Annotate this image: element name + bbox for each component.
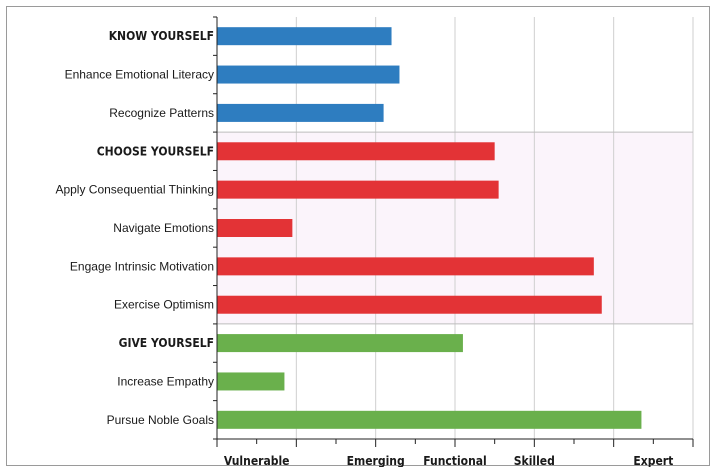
category-label: Enhance Emotional Literacy: [65, 68, 214, 82]
bar: [217, 27, 392, 46]
x-tick-labels: Vulnerable Emerging Functional Skilled Exper…: [224, 454, 673, 467]
bar: [217, 295, 602, 314]
bar: [217, 142, 495, 161]
category-label: Increase Empathy: [117, 374, 214, 388]
group-label: GIVE YOURSELF: [119, 336, 214, 350]
bar: [217, 372, 285, 391]
axes: [213, 16, 694, 447]
bar: [217, 219, 293, 237]
group-label: CHOOSE YOURSELF: [97, 144, 214, 158]
category-labels: KNOW YOURSELF Enhance Emotional Literacy R…: [55, 29, 214, 427]
grid-lines: [217, 17, 694, 439]
bar: [217, 410, 642, 429]
bar: [217, 103, 384, 122]
category-label: Apply Consequential Thinking: [55, 183, 214, 197]
category-label: Engage Intrinsic Motivation: [70, 259, 214, 273]
category-label: Pursue Noble Goals: [107, 413, 214, 427]
x-tick-label: Vulnerable: [224, 454, 290, 467]
category-label: Recognize Patterns: [109, 106, 214, 120]
x-tick-label: Expert: [633, 454, 673, 467]
bars: [217, 27, 642, 429]
horizontal-bar-chart: KNOW YOURSELF Enhance Emotional Literacy R…: [55, 16, 694, 467]
bar: [217, 257, 594, 276]
x-tick-label: Functional: [423, 454, 487, 467]
category-label: Navigate Emotions: [113, 221, 214, 235]
bar: [217, 334, 463, 353]
x-tick-label: Skilled: [514, 454, 555, 467]
bar: [217, 65, 400, 84]
chart-frame: KNOW YOURSELF Enhance Emotional Literacy R…: [6, 6, 710, 467]
x-tick-label: Emerging: [347, 454, 405, 467]
bar: [217, 180, 499, 199]
group-label: KNOW YOURSELF: [109, 29, 214, 43]
category-label: Exercise Optimism: [114, 298, 214, 312]
